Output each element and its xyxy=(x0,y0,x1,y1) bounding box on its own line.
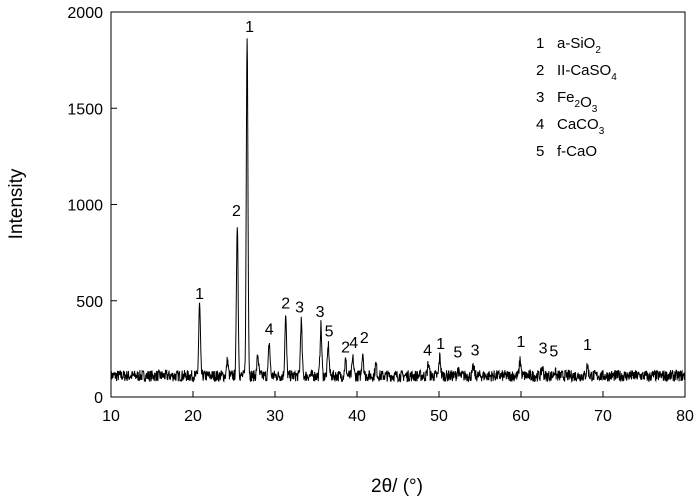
peak-label: 1 xyxy=(245,19,254,36)
legend-label: a-SiO2 xyxy=(557,35,601,56)
y-tick-label: 2000 xyxy=(67,5,103,22)
y-tick-label: 1500 xyxy=(67,101,103,118)
y-axis-ticks: 0 500 1000 1500 2000 xyxy=(67,5,117,407)
x-axis-title: 2θ/ (°) xyxy=(371,476,423,497)
x-tick-label: 10 xyxy=(102,408,120,425)
x-tick-label: 60 xyxy=(512,408,530,425)
x-tick-label: 70 xyxy=(594,408,612,425)
peak-label: 5 xyxy=(453,345,462,362)
peak-label: 2 xyxy=(341,340,350,357)
peak-label: 3 xyxy=(316,304,325,321)
peak-label: 1 xyxy=(436,336,445,353)
legend-label: Fe2O3 xyxy=(557,89,598,115)
legend-number: 1 xyxy=(536,35,544,52)
peak-label: 3 xyxy=(295,299,304,316)
peak-label: 1 xyxy=(195,286,204,303)
intensity-series xyxy=(110,38,686,383)
peak-label: 3 xyxy=(471,343,480,360)
y-tick-label: 500 xyxy=(76,294,103,311)
legend-label: II-CaSO4 xyxy=(557,62,617,83)
legend-number: 5 xyxy=(536,143,544,160)
peak-label: 4 xyxy=(423,343,432,360)
legend-number: 4 xyxy=(536,116,544,133)
x-axis-ticks: 10 20 30 40 50 60 70 80 xyxy=(102,391,694,425)
y-axis-title: Intensity xyxy=(6,168,27,239)
x-tick-label: 30 xyxy=(266,408,284,425)
peak-label: 5 xyxy=(325,323,334,340)
legend-number: 2 xyxy=(536,62,544,79)
x-tick-label: 20 xyxy=(184,408,202,425)
y-tick-label: 0 xyxy=(94,390,103,407)
legend-number: 3 xyxy=(536,89,544,106)
y-tick-label: 1000 xyxy=(67,198,103,215)
peak-label: 1 xyxy=(517,334,526,351)
legend-label: f-CaO xyxy=(557,143,597,160)
x-tick-label: 80 xyxy=(676,408,694,425)
peak-label: 2 xyxy=(232,203,241,220)
peak-label: 4 xyxy=(265,321,274,338)
x-tick-label: 40 xyxy=(348,408,366,425)
peak-label: 4 xyxy=(349,335,358,352)
legend-label: CaCO3 xyxy=(557,116,605,137)
peak-label: 5 xyxy=(549,344,558,361)
peak-label: 2 xyxy=(360,330,369,347)
peak-label: 2 xyxy=(281,295,290,312)
legend: 1 a-SiO2 2 II-CaSO4 3 Fe2O3 4 CaCO3 5 f-CaO xyxy=(536,35,617,160)
peak-label: 1 xyxy=(583,337,592,354)
peak-label: 3 xyxy=(539,341,548,358)
x-tick-label: 50 xyxy=(430,408,448,425)
